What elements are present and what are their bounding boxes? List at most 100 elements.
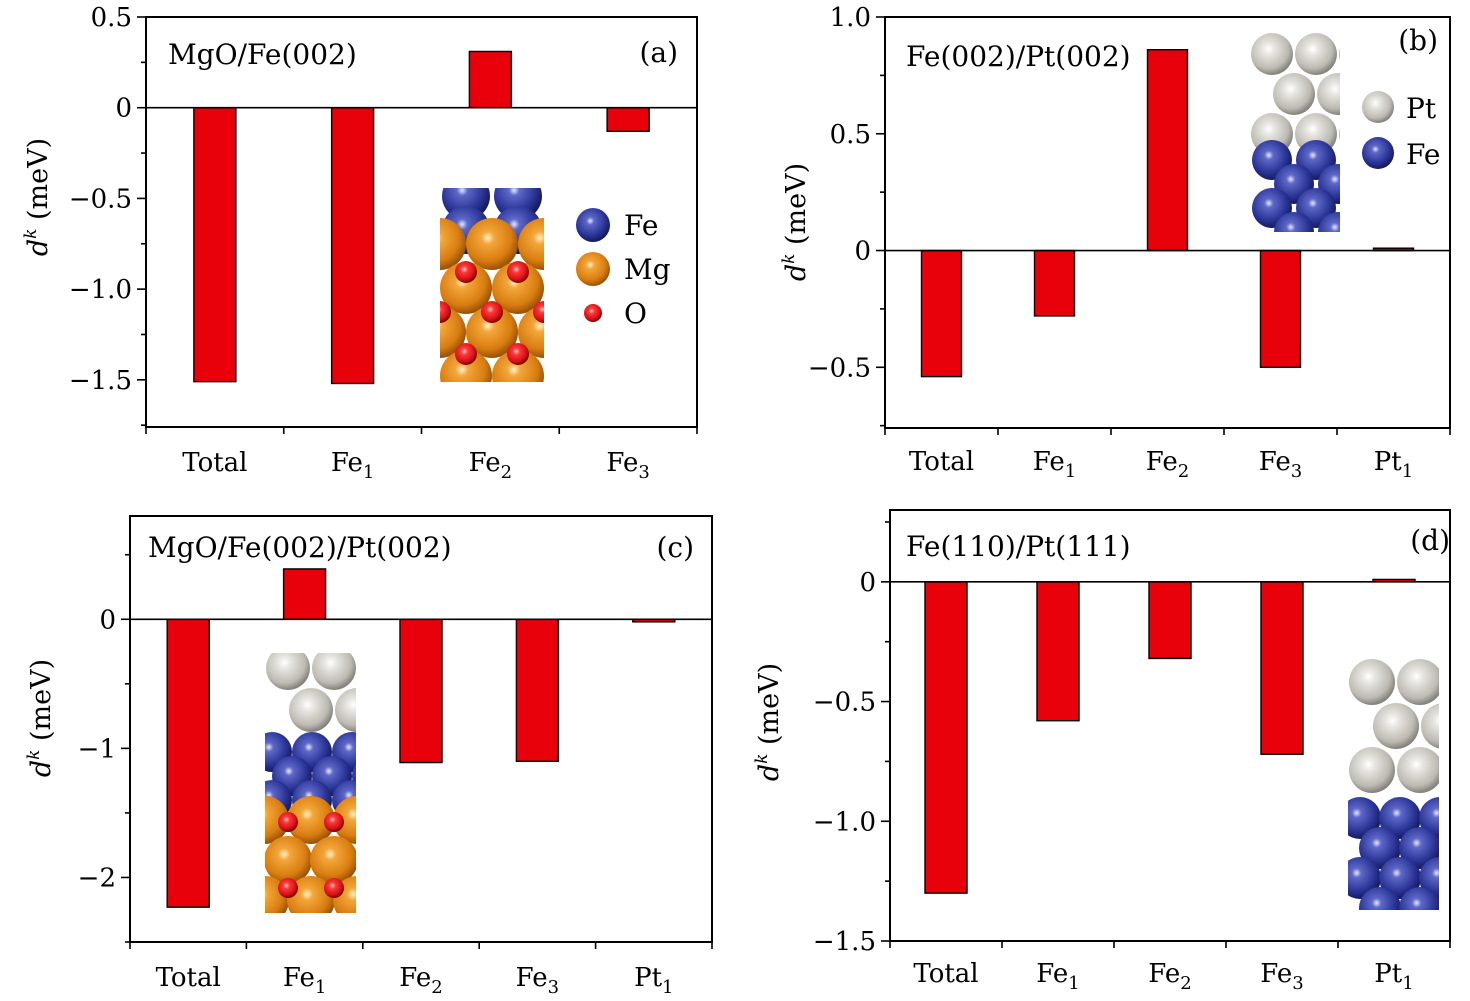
bar-fe3 (1259, 249, 1302, 368)
panel-label-a: (a) (639, 36, 678, 69)
x-tick-label: Total (182, 448, 247, 478)
y-tick-label: 0 (115, 94, 132, 124)
y-tick-label: −1.5 (69, 366, 132, 396)
legend-a: Fe Mg O (576, 208, 671, 330)
panel-d: 0 −0.5 −1.0 −1.5 Total Fe1 Fe2 Fe3 Pt1 Fe(110)/P… (752, 509, 1470, 994)
structure-image-b (1251, 33, 1402, 252)
ticks-b: 1.0 0.5 0 −0.5 Total Fe1 Fe2 Fe3 Pt1 (808, 3, 1451, 482)
panel-c: 0 −1 −2 Total Fe1 Fe2 Fe3 Pt1 MgO/Fe(002)/Pt(00… (24, 515, 713, 998)
x-tick-label: Fe2 (1148, 959, 1191, 994)
bars-d (890, 578, 1450, 894)
y-tick-label: 0 (99, 605, 116, 635)
y-tick-label: −0.5 (69, 184, 132, 214)
o-atom (455, 261, 477, 283)
y-tick-label: −0.5 (808, 353, 871, 383)
x-tick-label: Fe2 (399, 963, 442, 998)
fe-atom (1362, 164, 1402, 204)
panel-a: 0.5 0 −0.5 −1.0 −1.5 Total Fe1 Fe2 Fe3 MgO/Fe(00… (21, 3, 698, 483)
mg-atom (333, 796, 356, 844)
fe-atom (1274, 212, 1314, 232)
y-tick-label: 0 (854, 237, 871, 267)
fe-atom (1340, 188, 1380, 228)
fe-atom (1362, 212, 1402, 252)
panel-title-c: MgO/Fe(002)/Pt(002) (148, 531, 452, 564)
y-tick-label: −2 (78, 863, 116, 893)
bar-total (166, 618, 210, 908)
x-tick-label: Fe1 (1033, 447, 1076, 482)
bar-fe1 (1033, 249, 1076, 317)
y-tick-label: 0 (859, 568, 876, 598)
fe-atom-icon (576, 208, 610, 242)
pt-atom (1373, 703, 1419, 749)
bar-fe3 (515, 618, 560, 762)
x-tick-label: Fe3 (1259, 447, 1302, 482)
pt-atom (1339, 47, 1340, 61)
mg-atom (265, 796, 289, 844)
pt-atom (1397, 659, 1439, 705)
o-atom-icon (584, 304, 602, 322)
x-tick-label: Pt1 (1374, 447, 1413, 482)
o-atom (440, 301, 451, 323)
svg-text:dk (meV): dk (meV) (21, 138, 54, 256)
bar-fe3 (1260, 581, 1304, 755)
svg-text:dk (meV): dk (meV) (24, 659, 57, 777)
x-tick-label: Fe3 (606, 448, 649, 483)
plot-frame-a (145, 16, 698, 428)
o-atom (278, 878, 298, 898)
legend-a-fe-label: Fe (624, 209, 658, 242)
bars-b (885, 48, 1450, 378)
o-atom (278, 812, 298, 832)
structure-image-d (1348, 659, 1470, 910)
panel-label-b: (b) (1398, 24, 1438, 57)
fe-atom (1379, 857, 1421, 899)
x-tick-label: Fe2 (469, 448, 512, 483)
o-atom (507, 261, 529, 283)
legend-a-mg-label: Mg (624, 253, 671, 286)
mg-atom (287, 876, 335, 913)
pt-atom (1339, 127, 1340, 141)
fe-atom (1318, 212, 1340, 232)
x-tick-label: Pt1 (1374, 959, 1413, 994)
bar-fe1 (330, 107, 375, 385)
bar-total (193, 107, 237, 383)
mg-atom (492, 262, 544, 314)
mg-atom (544, 350, 596, 402)
o-atom (533, 301, 544, 323)
plot-frame-c (129, 515, 713, 943)
pt-atom (1397, 747, 1439, 793)
x-tick-label: Fe3 (516, 963, 559, 998)
pt-atom (1421, 703, 1439, 749)
bar-fe1 (282, 568, 327, 620)
y-axis-label-d: dk (meV) (752, 663, 785, 781)
pt-atom (266, 653, 310, 690)
pt-atom (1349, 747, 1395, 793)
mg-atom (310, 836, 356, 884)
svg-text:dk (meV): dk (meV) (779, 163, 812, 281)
mg-atom-icon (576, 252, 610, 286)
svg-text:dk (meV): dk (meV) (752, 663, 785, 781)
mg-atom (440, 218, 466, 270)
fe-atom (1439, 827, 1470, 869)
bar-fe2 (399, 618, 443, 764)
y-tick-label: 0.5 (830, 120, 871, 150)
x-tick-label: Fe2 (1146, 447, 1189, 482)
bars-c (130, 568, 712, 908)
mg-atom (440, 262, 492, 314)
panel-label-d: (d) (1410, 524, 1450, 557)
bar-fe2 (468, 50, 513, 109)
x-tick-label: Total (913, 959, 978, 989)
bar-fe2 (1148, 581, 1192, 660)
bar-fe2 (1146, 48, 1189, 252)
y-tick-label: 1.0 (830, 3, 871, 33)
x-tick-label: Fe1 (1036, 959, 1079, 994)
o-atom (507, 343, 529, 365)
y-tick-label: 0.5 (91, 3, 132, 33)
x-tick-label: Fe1 (331, 448, 374, 483)
panel-title-b: Fe(002)/Pt(002) (906, 40, 1131, 73)
mg-atom (287, 796, 335, 844)
x-tick-label: Fe3 (1260, 959, 1303, 994)
plot-frame-b (884, 16, 1451, 429)
mg-atom (356, 836, 404, 884)
structure-image-a (440, 188, 596, 402)
panel-title-d: Fe(110)/Pt(111) (906, 530, 1131, 563)
